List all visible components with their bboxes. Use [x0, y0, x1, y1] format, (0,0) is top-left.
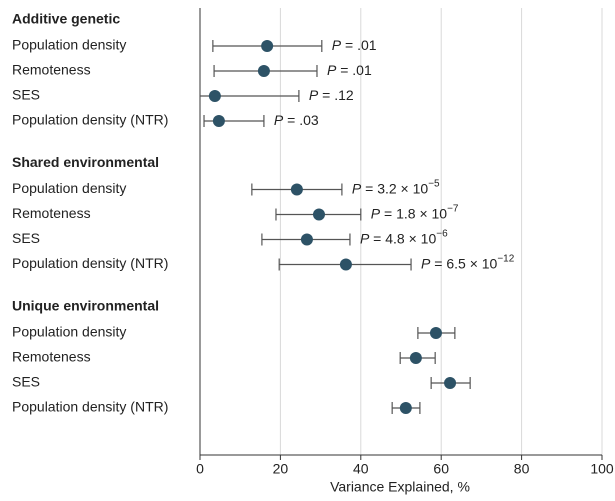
row-label: Population density (NTR): [12, 112, 168, 128]
p-symbol: P: [327, 62, 337, 78]
p-value: = 6.5 × 10: [430, 255, 497, 271]
point-estimate: [208, 90, 221, 102]
x-tick-label: 0: [196, 461, 204, 477]
p-value-label: P = 3.2 × 10−5: [352, 178, 440, 196]
group-title: Additive genetic: [12, 11, 120, 27]
x-tick-label: 80: [514, 461, 530, 477]
x-tick-label: 100: [590, 461, 614, 477]
row-label: SES: [12, 87, 40, 103]
p-symbol: P: [309, 87, 319, 103]
row-label: Population density: [12, 324, 126, 340]
p-value: = .03: [283, 112, 319, 128]
row-label: Population density: [12, 37, 126, 53]
p-value-label: P = 1.8 × 10−7: [371, 203, 459, 221]
row-label: SES: [12, 230, 40, 246]
p-value: = 1.8 × 10: [380, 205, 447, 221]
p-value-label: P = .01: [332, 37, 377, 53]
p-value: = .01: [341, 37, 377, 53]
point-estimate: [300, 233, 313, 246]
p-symbol: P: [371, 205, 381, 221]
x-tick-label: 60: [433, 461, 449, 477]
x-tick-label: 40: [353, 461, 369, 477]
p-symbol: P: [352, 180, 362, 196]
p-exponent: −5: [428, 178, 440, 189]
row-label: Remoteness: [12, 205, 91, 221]
p-value: = 3.2 × 10: [361, 180, 428, 196]
p-value: = .01: [336, 62, 372, 78]
row-label: Population density (NTR): [12, 255, 168, 271]
point-estimate: [339, 258, 352, 271]
p-symbol: P: [332, 37, 342, 53]
p-value-label: P = .12: [309, 87, 354, 103]
p-symbol: P: [421, 255, 431, 271]
p-value-label: P = 6.5 × 10−12: [421, 253, 515, 271]
p-value: = 4.8 × 10: [369, 230, 436, 246]
p-symbol: P: [274, 112, 284, 128]
point-estimate: [261, 40, 274, 52]
p-value: = .12: [318, 87, 354, 103]
p-symbol: P: [360, 230, 370, 246]
p-value-label: P = .01: [327, 62, 372, 78]
point-estimate: [257, 65, 270, 77]
point-estimate: [429, 327, 442, 339]
p-exponent: −12: [497, 253, 514, 264]
point-estimate: [312, 208, 325, 221]
point-estimate: [399, 402, 412, 414]
row-label: Population density: [12, 180, 126, 196]
point-estimate: [444, 377, 457, 389]
p-exponent: −6: [436, 228, 448, 239]
row-label: Remoteness: [12, 62, 91, 78]
point-estimate: [290, 183, 303, 196]
group-title: Shared environmental: [12, 154, 159, 170]
p-exponent: −7: [447, 203, 459, 214]
p-value-label: P = .03: [274, 112, 319, 128]
x-axis-label: Variance Explained, %: [330, 479, 470, 495]
group-title: Unique environmental: [12, 298, 159, 314]
row-label: Remoteness: [12, 349, 91, 365]
row-label: SES: [12, 374, 40, 390]
p-value-label: P = 4.8 × 10−6: [360, 228, 448, 246]
point-estimate: [409, 352, 422, 364]
point-estimate: [212, 115, 225, 127]
row-label: Population density (NTR): [12, 399, 168, 415]
x-tick-label: 20: [273, 461, 289, 477]
